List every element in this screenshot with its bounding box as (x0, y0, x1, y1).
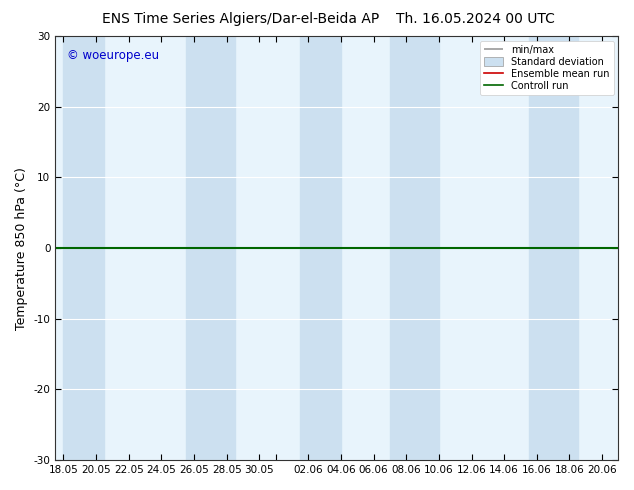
Bar (300, 36, 341, 460)
Text: Th. 16.05.2024 00 UTC: Th. 16.05.2024 00 UTC (396, 12, 555, 26)
Bar (529, 36, 578, 460)
Text: © woeurope.eu: © woeurope.eu (67, 49, 158, 62)
Bar (390, 36, 439, 460)
Legend: min/max, Standard deviation, Ensemble mean run, Controll run: min/max, Standard deviation, Ensemble me… (480, 41, 614, 95)
Bar (186, 36, 235, 460)
Y-axis label: Temperature 850 hPa (°C): Temperature 850 hPa (°C) (15, 167, 28, 330)
Bar (63, 36, 104, 460)
Text: ENS Time Series Algiers/Dar-el-Beida AP: ENS Time Series Algiers/Dar-el-Beida AP (102, 12, 380, 26)
